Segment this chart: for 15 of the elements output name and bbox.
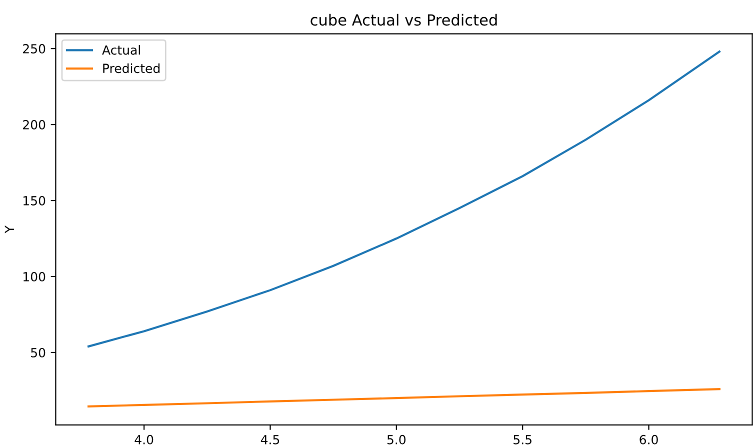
x-tick-label: 4.0 — [134, 434, 154, 444]
y-tick-label: 50 — [31, 348, 46, 358]
x-tick-label: 4.5 — [260, 435, 280, 444]
y-tick-label: 100 — [24, 272, 46, 282]
legend-label: Actual — [102, 45, 140, 55]
legend-label: Predicted — [103, 63, 160, 74]
x-tick-label: 5.0 — [387, 434, 406, 444]
y-axis-title: Y — [4, 226, 14, 234]
y-tick-label: 200 — [23, 120, 46, 130]
y-tick-label: 150 — [24, 196, 46, 206]
line-series — [87, 388, 720, 408]
y-tick-label: 250 — [23, 44, 46, 54]
chart-title: cube Actual vs Predicted — [310, 14, 497, 26]
x-tick-label: 5.5 — [514, 435, 532, 444]
x-tick-label: 6.0 — [640, 434, 658, 444]
